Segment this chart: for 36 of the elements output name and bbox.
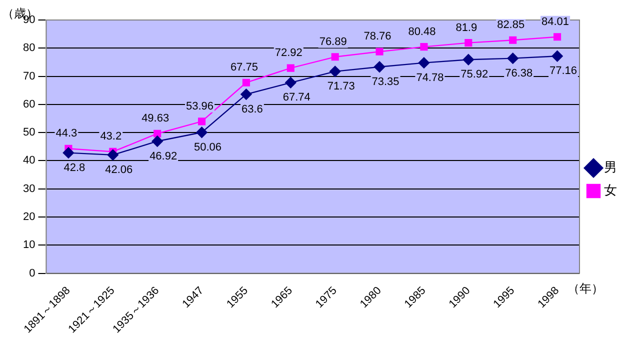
data-label: 43.2 xyxy=(100,130,122,143)
y-tick-label: 70 xyxy=(22,70,36,82)
data-label: 80.48 xyxy=(408,26,436,38)
data-label: 44.3 xyxy=(56,128,78,140)
y-tick-label: 20 xyxy=(22,211,36,224)
data-label: 49.63 xyxy=(142,112,170,125)
y-tick-label: 0 xyxy=(29,267,36,280)
x-axis-title: （年） xyxy=(568,282,604,296)
data-label: 76.38 xyxy=(505,67,533,80)
data-label: 67.74 xyxy=(282,92,310,104)
data-label: 67.75 xyxy=(230,62,258,74)
data-label: 72.92 xyxy=(274,47,302,60)
y-tick-label: 60 xyxy=(22,98,36,110)
legend-label: 女 xyxy=(604,182,617,198)
data-label: 77.16 xyxy=(550,65,578,78)
data-label: 76.89 xyxy=(319,36,347,48)
data-label: 82.85 xyxy=(497,19,525,32)
data-label: 84.01 xyxy=(542,16,570,28)
data-label: 46.92 xyxy=(150,150,178,162)
data-label: 50.06 xyxy=(194,141,222,154)
data-label: 53.96 xyxy=(186,100,214,112)
data-label: 73.35 xyxy=(372,76,400,88)
y-tick-label: 50 xyxy=(22,126,36,139)
data-label: 74.78 xyxy=(416,72,444,84)
data-label: 71.73 xyxy=(327,80,355,92)
data-label: 63.6 xyxy=(242,103,263,116)
data-label: 78.76 xyxy=(364,30,392,43)
data-label: 81.9 xyxy=(456,22,478,34)
y-tick-label: 30 xyxy=(22,182,36,195)
data-label: 75.92 xyxy=(460,68,488,81)
data-label: 42.06 xyxy=(105,164,133,176)
y-tick-label: 10 xyxy=(22,239,36,252)
y-tick-label: 40 xyxy=(22,154,36,167)
y-tick-label: 80 xyxy=(22,42,36,54)
data-label: 42.8 xyxy=(64,162,86,174)
legend-label: 男 xyxy=(604,160,617,175)
